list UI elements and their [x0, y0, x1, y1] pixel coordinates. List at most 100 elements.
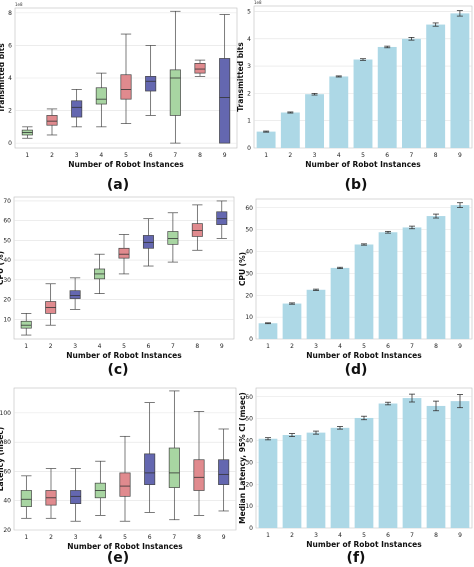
- x-tick-label: 9: [458, 532, 462, 539]
- bar-4: [329, 75, 349, 148]
- y-tick-label: 30: [3, 277, 11, 284]
- box-8: [193, 411, 205, 516]
- x-tick-label: 3: [314, 343, 318, 350]
- box-iqr: [194, 62, 206, 74]
- bar: [450, 401, 470, 528]
- box-1: [20, 313, 32, 336]
- box-iqr: [46, 115, 58, 126]
- box-iqr: [120, 74, 132, 100]
- x-tick-label: 1: [24, 534, 28, 541]
- panel-5: 20 40 60 80 100 1 2 3 4 5 6 7 8 9 Number of Robot Inst…: [0, 387, 237, 551]
- box-8: [191, 204, 203, 251]
- y-tick-label: 40: [245, 249, 253, 256]
- bar-7: [402, 393, 422, 528]
- y-tick-label: 3: [247, 63, 251, 70]
- x-tick-label: 9: [458, 152, 462, 159]
- x-tick-label: 8: [197, 534, 201, 541]
- y-tick-label: 10: [3, 316, 11, 323]
- panel-label: (e): [107, 550, 129, 566]
- panel-3: 10 20 30 40 50 60 70 1 2 3 4 5 6 7 8 9 Number of Robot I…: [0, 196, 235, 360]
- bar-5: [354, 415, 374, 528]
- x-axis-label: Number of Robot Instances: [66, 351, 182, 360]
- x-tick-label: 1: [24, 343, 28, 350]
- box-3: [71, 89, 83, 128]
- y-tick-label: 50: [245, 416, 253, 423]
- box-9: [219, 14, 231, 144]
- panel-2: 0 1 2 3 4 5 1 2 3 4 5 6 7 8 9 1e8 Number of Robot Instan…: [236, 0, 473, 169]
- box-iqr: [219, 58, 231, 144]
- y-tick-label: 60: [245, 394, 253, 401]
- bar: [426, 216, 446, 339]
- x-axis-label: Number of Robot Instances: [67, 542, 183, 551]
- x-tick-label: 8: [434, 152, 438, 159]
- box-2: [45, 283, 57, 326]
- box-7: [168, 390, 180, 521]
- bar-6: [378, 401, 398, 528]
- box-iqr: [218, 459, 230, 485]
- bar: [450, 205, 470, 339]
- y-tick-label: 0: [249, 525, 253, 532]
- box-5: [120, 33, 132, 124]
- box-iqr: [119, 472, 131, 497]
- bar: [305, 94, 325, 148]
- x-tick-label: 8: [434, 343, 438, 350]
- bar: [426, 405, 446, 528]
- y-tick-label: 0: [8, 140, 12, 147]
- bar: [258, 438, 278, 528]
- x-axis-label: Number of Robot Instances: [68, 160, 184, 169]
- bar-1: [258, 322, 278, 339]
- y-tick-label: 20: [3, 297, 11, 304]
- y-tick-label: 80: [3, 439, 11, 446]
- panel-4: 0 10 20 30 40 50 60 1 2 3 4 5 6 7 8 9 Number of Robot In…: [238, 198, 473, 360]
- y-tick-label: 40: [245, 438, 253, 445]
- bar-5: [353, 58, 373, 149]
- x-tick-label: 2: [49, 534, 53, 541]
- box-iqr: [142, 235, 154, 249]
- x-tick-label: 4: [337, 152, 341, 159]
- bar: [256, 131, 276, 148]
- x-tick-label: 4: [98, 534, 102, 541]
- y-tick-label: 60: [245, 205, 253, 212]
- bar: [330, 267, 350, 339]
- y-tick-label: 60: [3, 218, 11, 225]
- box-1: [20, 475, 32, 519]
- y-tick-label: 4: [247, 36, 251, 43]
- panel-6: 0 10 20 30 40 50 60 1 2 3 4 5 6 7 8 9 Number of Robot In…: [238, 387, 473, 549]
- box-4: [94, 253, 106, 294]
- bar: [306, 289, 326, 339]
- x-tick-label: 4: [99, 152, 103, 159]
- bar: [353, 59, 373, 149]
- x-tick-label: 8: [198, 152, 202, 159]
- bar-9: [450, 394, 470, 528]
- y-tick-label: 70: [3, 198, 11, 205]
- x-tick-label: 7: [410, 343, 414, 350]
- box-7: [169, 10, 181, 144]
- box-3: [69, 277, 81, 310]
- x-tick-label: 2: [290, 532, 294, 539]
- bar: [306, 432, 326, 528]
- box-9: [218, 428, 230, 512]
- box-9: [216, 200, 228, 239]
- y-tick-label: 4: [8, 75, 12, 82]
- box-iqr: [20, 320, 32, 329]
- bar-7: [402, 225, 422, 339]
- x-tick-label: 5: [361, 152, 365, 159]
- box-iqr: [145, 76, 157, 92]
- y-tick-label: 60: [3, 468, 11, 475]
- bar-2: [280, 111, 300, 148]
- y-tick-label: 50: [3, 237, 11, 244]
- bar-4: [330, 266, 350, 339]
- x-tick-label: 7: [410, 532, 414, 539]
- x-tick-label: 6: [149, 152, 153, 159]
- y-tick-label: 100: [0, 410, 11, 417]
- y-tick-label: 2: [247, 90, 251, 97]
- box-iqr: [168, 447, 180, 488]
- bar-3: [305, 92, 325, 148]
- y-tick-label: 0: [247, 145, 251, 152]
- x-tick-label: 4: [338, 532, 342, 539]
- bar: [450, 13, 470, 148]
- x-tick-label: 3: [73, 343, 77, 350]
- bar: [282, 303, 302, 339]
- bar-6: [377, 45, 397, 148]
